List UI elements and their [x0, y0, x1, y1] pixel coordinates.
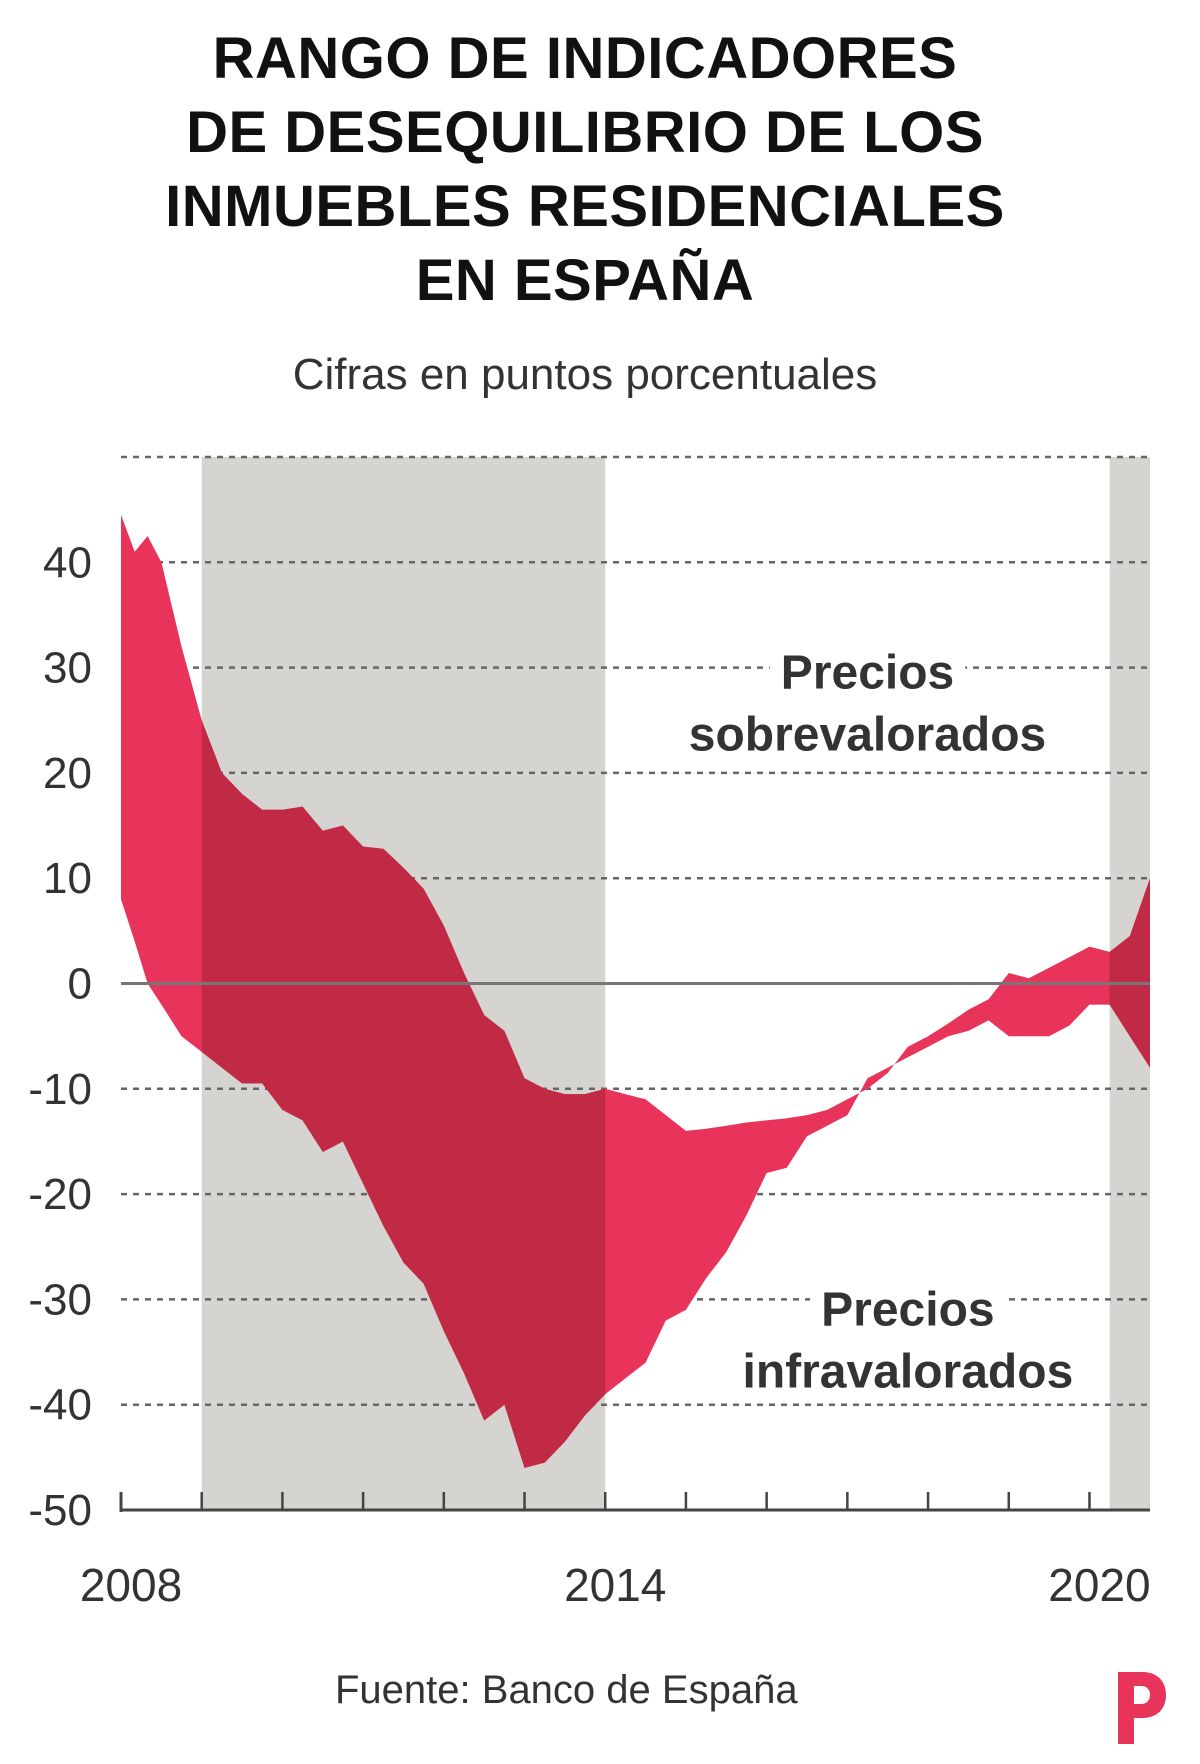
publisher-logo-icon — [1118, 1672, 1166, 1744]
source-note: Fuente: Banco de España — [335, 1668, 798, 1712]
y-tick-label: -10 — [28, 1065, 92, 1114]
y-tick-label: -40 — [28, 1381, 92, 1430]
range-band-shaded-1 — [1109, 878, 1150, 1068]
y-tick-label: 10 — [43, 854, 92, 903]
annotation-label: infravalorados — [742, 1346, 1073, 1399]
annotation-label: Precios — [781, 647, 954, 700]
y-tick-label: 30 — [43, 644, 92, 693]
y-tick-label: -50 — [28, 1486, 92, 1535]
range-band-shaded-0 — [201, 720, 606, 1468]
chart-subtitle: Cifras en puntos porcentuales — [292, 350, 878, 399]
x-tick-label: 2014 — [564, 1559, 666, 1611]
chart-title: RANGO DE INDICADORES DE DESEQUILIBRIO DE… — [0, 22, 1170, 318]
y-tick-label: -20 — [28, 1170, 92, 1219]
annotation-label: sobrevalorados — [689, 709, 1046, 762]
annotation-bg-0-1 — [684, 706, 1052, 765]
annotation-bg-0-0 — [769, 644, 966, 703]
annotation-bg-1-0 — [810, 1281, 1006, 1340]
title-line-4: EN ESPAÑA — [415, 248, 755, 313]
y-tick-label: -30 — [28, 1275, 92, 1324]
annotation-bg-1-1 — [724, 1343, 1092, 1402]
y-tick-label: 20 — [43, 749, 92, 798]
x-tick-label: 2008 — [80, 1559, 182, 1611]
x-tick-label: 2020 — [1048, 1559, 1150, 1611]
y-tick-label: 0 — [68, 960, 92, 1009]
y-tick-label: 40 — [43, 538, 92, 587]
title-line-1: RANGO DE INDICADORES — [212, 26, 958, 91]
title-line-3: INMUEBLES RESIDENCIALES — [165, 174, 1005, 239]
annotation-label: Precios — [821, 1284, 994, 1337]
title-line-2: DE DESEQUILIBRIO DE LOS — [186, 100, 984, 165]
